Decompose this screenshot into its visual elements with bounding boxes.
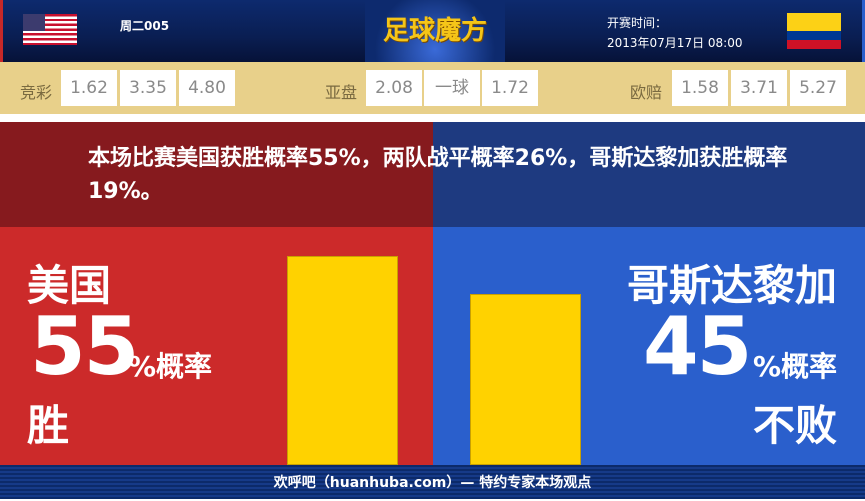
summary-bg-home [0,122,433,227]
odds-value: 4.80 [179,70,235,106]
home-probability-bar [287,256,398,465]
jingcai-label: 竞彩 [20,83,53,102]
away-team-name: 哥斯达黎加 [626,261,837,310]
oupei-label: 欧赔 [630,83,663,102]
odds-value: 1.62 [61,70,117,106]
colombia-flag-icon [787,13,841,49]
odds-value: 3.35 [120,70,176,106]
usa-flag-icon [23,14,77,45]
home-unit: %概率 [128,350,213,383]
kickoff-time: 2013年07月17日 08:00 [607,36,743,50]
away-outcome: 不败 [752,401,837,450]
footer: 欢呼吧（huanhuba.com）— 特约专家本场观点 [0,465,865,499]
yapan-label: 亚盘 [325,83,358,102]
odds-value: 1.58 [672,70,728,106]
odds-value: 一球 [424,70,480,106]
summary-text: 本场比赛美国获胜概率55%，两队战平概率26%，哥斯达黎加获胜概率19%。 [88,146,788,204]
away-unit: %概率 [752,350,837,383]
away-percent: 45 [643,300,752,393]
match-number: 周二005 [120,19,170,33]
home-outcome: 胜 [27,401,70,450]
away-probability-bar [470,294,581,465]
home-team-name: 美国 [27,261,112,310]
odds-value: 3.71 [731,70,787,106]
logo: 足球魔方 [365,0,505,62]
odds-value: 1.72 [482,70,538,106]
summary-bg-away [433,122,865,227]
kickoff-label: 开赛时间： [607,16,668,30]
home-percent: 55 [30,300,139,393]
odds-value: 5.27 [790,70,846,106]
odds-value: 2.08 [366,70,422,106]
